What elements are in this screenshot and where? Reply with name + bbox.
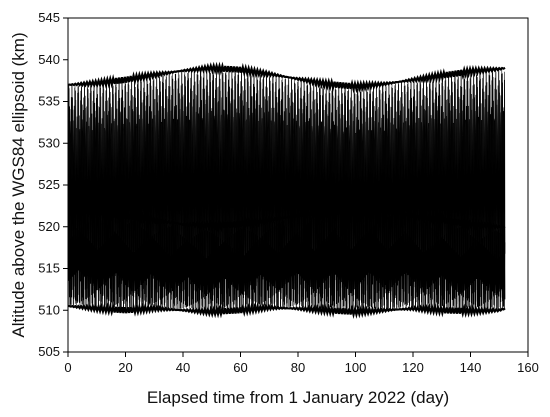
x-tick-label: 40 (176, 360, 190, 375)
x-tick-label: 160 (517, 360, 539, 375)
y-tick-label: 540 (38, 52, 60, 67)
y-tick-label: 505 (38, 344, 60, 359)
lower-envelope (68, 302, 506, 319)
y-tick-label: 545 (38, 10, 60, 25)
y-tick-label: 535 (38, 94, 60, 109)
upper-envelope (68, 61, 506, 94)
x-axis: 0 20 40 60 80 100 120 140 160 (64, 352, 539, 375)
dense-band-edge (68, 202, 506, 233)
y-tick-label: 515 (38, 261, 60, 276)
y-tick-label: 520 (38, 219, 60, 234)
x-tick-label: 100 (345, 360, 367, 375)
altitude-trace (68, 68, 506, 312)
x-tick-label: 60 (233, 360, 247, 375)
x-tick-label: 140 (460, 360, 482, 375)
y-tick-label: 525 (38, 177, 60, 192)
y-tick-label: 530 (38, 135, 60, 150)
x-tick-label: 0 (64, 360, 71, 375)
x-tick-label: 80 (291, 360, 305, 375)
x-tick-label: 20 (118, 360, 132, 375)
x-tick-label: 120 (402, 360, 424, 375)
y-axis-title: Altitude above the WGS84 ellipsoid (km) (9, 32, 28, 337)
y-tick-label: 510 (38, 302, 60, 317)
y-axis: 505 510 515 520 525 530 535 540 545 (38, 10, 68, 359)
data-points (68, 61, 506, 319)
x-axis-title: Elapsed time from 1 January 2022 (day) (147, 388, 449, 407)
